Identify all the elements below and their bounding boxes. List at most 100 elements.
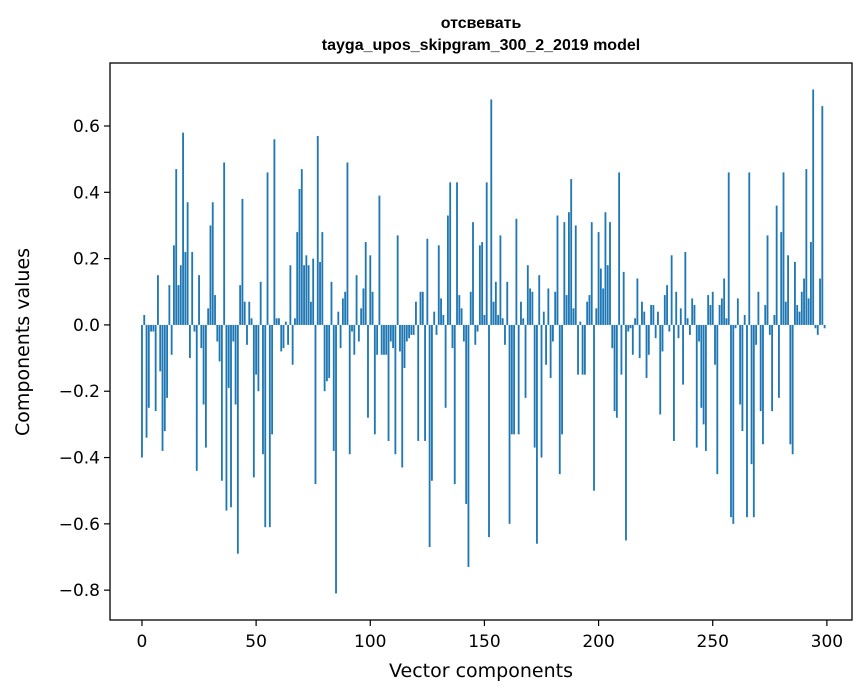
bar-296 bbox=[816, 324, 819, 335]
bar-178 bbox=[547, 288, 550, 325]
bar-297 bbox=[819, 278, 821, 325]
bar-173 bbox=[536, 324, 538, 544]
bar-150 bbox=[483, 314, 486, 325]
bar-65 bbox=[289, 265, 292, 325]
x-tick-label: 50 bbox=[245, 632, 267, 652]
bar-272 bbox=[762, 324, 764, 445]
bar-253 bbox=[718, 305, 721, 325]
bar-7 bbox=[157, 275, 159, 325]
bar-105 bbox=[380, 324, 383, 355]
bar-13 bbox=[170, 324, 173, 355]
bar-46 bbox=[246, 324, 248, 345]
bar-190 bbox=[574, 225, 577, 325]
bar-68 bbox=[296, 232, 299, 325]
bar-17 bbox=[179, 265, 182, 325]
bar-299 bbox=[823, 324, 826, 329]
bar-147 bbox=[476, 324, 479, 332]
bar-141 bbox=[462, 324, 465, 342]
bar-142 bbox=[465, 324, 468, 504]
bar-103 bbox=[376, 324, 379, 355]
bar-183 bbox=[558, 324, 561, 475]
bar-72 bbox=[305, 255, 308, 325]
bar-107 bbox=[385, 324, 388, 355]
bar-158 bbox=[501, 318, 504, 325]
bar-86 bbox=[337, 311, 340, 325]
bar-295 bbox=[814, 324, 817, 329]
bar-1 bbox=[143, 314, 146, 325]
bar-115 bbox=[403, 324, 406, 369]
bar-187 bbox=[567, 212, 570, 325]
bar-3 bbox=[147, 324, 150, 408]
bar-122 bbox=[419, 291, 422, 325]
bar-152 bbox=[488, 324, 490, 538]
bar-37 bbox=[225, 324, 228, 511]
bar-289 bbox=[800, 291, 803, 325]
bar-220 bbox=[643, 311, 646, 325]
bar-240 bbox=[688, 324, 691, 335]
bar-97 bbox=[362, 288, 365, 325]
bar-298 bbox=[821, 106, 824, 325]
bar-189 bbox=[572, 308, 575, 325]
bar-32 bbox=[214, 295, 216, 325]
bar-286 bbox=[794, 261, 796, 325]
bar-291 bbox=[805, 169, 808, 325]
x-axis-label: Vector components bbox=[389, 660, 573, 682]
bar-124 bbox=[424, 324, 426, 441]
bar-208 bbox=[615, 324, 618, 418]
bar-51 bbox=[257, 324, 260, 392]
bar-195 bbox=[586, 301, 589, 325]
bar-174 bbox=[538, 275, 541, 325]
bar-163 bbox=[513, 324, 516, 435]
bar-151 bbox=[485, 182, 488, 325]
bar-171 bbox=[531, 291, 534, 325]
bar-234 bbox=[675, 291, 678, 325]
bar-33 bbox=[216, 324, 219, 342]
bar-277 bbox=[773, 314, 776, 325]
bar-188 bbox=[570, 179, 573, 325]
x-tick-label: 250 bbox=[697, 632, 729, 652]
bar-154 bbox=[492, 301, 495, 325]
bar-153 bbox=[490, 99, 493, 325]
x-tick-label: 200 bbox=[582, 632, 614, 652]
bar-213 bbox=[627, 324, 630, 332]
bar-273 bbox=[764, 305, 767, 325]
bar-200 bbox=[597, 232, 600, 325]
bar-77 bbox=[316, 135, 319, 325]
bar-54 bbox=[264, 324, 267, 528]
bar-81 bbox=[325, 324, 328, 382]
bar-170 bbox=[529, 288, 531, 325]
bar-101 bbox=[371, 291, 374, 325]
bar-21 bbox=[188, 324, 191, 359]
bar-244 bbox=[698, 324, 700, 342]
bar-293 bbox=[809, 242, 812, 325]
bar-275 bbox=[768, 324, 771, 335]
plot-frame bbox=[109, 62, 853, 621]
bar-91 bbox=[348, 324, 351, 455]
bar-69 bbox=[298, 188, 301, 325]
bar-88 bbox=[341, 298, 344, 325]
bar-47 bbox=[248, 301, 251, 325]
bar-128 bbox=[433, 311, 436, 325]
bar-75 bbox=[312, 258, 315, 325]
bar-196 bbox=[588, 295, 591, 325]
bar-123 bbox=[421, 291, 424, 325]
y-tick-label: 0.6 bbox=[73, 117, 100, 137]
bar-155 bbox=[494, 281, 497, 325]
bar-250 bbox=[711, 291, 714, 325]
bar-0 bbox=[141, 324, 143, 458]
bar-194 bbox=[583, 324, 586, 375]
bar-145 bbox=[472, 222, 474, 325]
bar-130 bbox=[437, 245, 440, 325]
bar-207 bbox=[613, 324, 616, 412]
bar-50 bbox=[255, 324, 258, 375]
bar-157 bbox=[499, 235, 502, 325]
bar-87 bbox=[339, 324, 342, 349]
bar-239 bbox=[686, 318, 689, 325]
bar-270 bbox=[757, 291, 760, 325]
bar-278 bbox=[775, 205, 778, 325]
bar-217 bbox=[636, 278, 639, 325]
bar-16 bbox=[177, 285, 180, 325]
bar-116 bbox=[405, 324, 408, 342]
bar-198 bbox=[593, 324, 595, 491]
bar-55 bbox=[266, 172, 269, 325]
